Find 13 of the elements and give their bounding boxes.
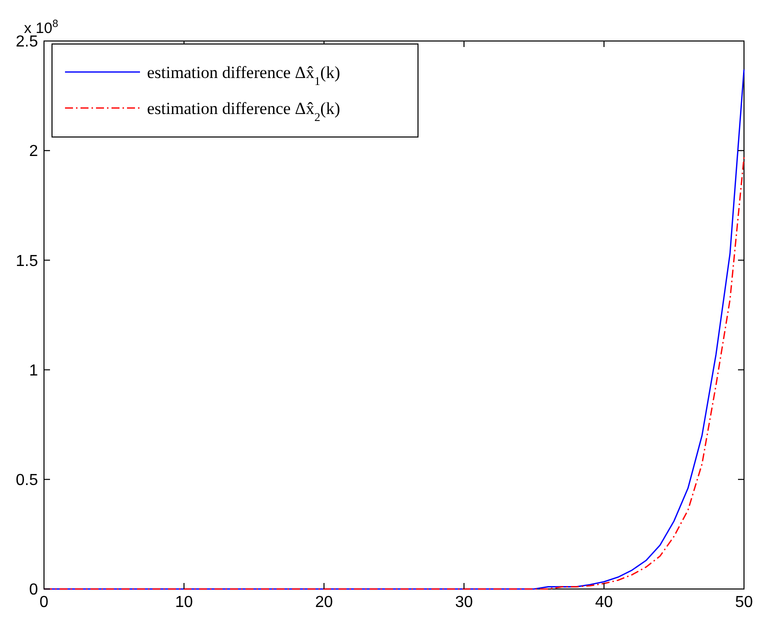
x-tick-label: 0 <box>40 594 49 611</box>
y-tick-label: 1 <box>29 362 38 380</box>
x-tick-label: 30 <box>455 594 473 611</box>
y-tick-label: 1.5 <box>16 252 38 270</box>
y-tick-label: 0.5 <box>16 472 38 489</box>
x-tick-label: 20 <box>315 594 333 611</box>
legend-label: estimation difference Δx̂$_{1}$(k) <box>147 63 340 88</box>
y-tick-label: 2 <box>29 143 38 160</box>
x-tick-label: 40 <box>595 594 613 611</box>
x-tick-label: 50 <box>735 594 753 611</box>
x-tick-label: 10 <box>175 594 193 611</box>
y-tick-label: 0 <box>29 582 38 599</box>
legend-label: estimation difference Δx̂$_{2}$(k) <box>147 99 340 124</box>
